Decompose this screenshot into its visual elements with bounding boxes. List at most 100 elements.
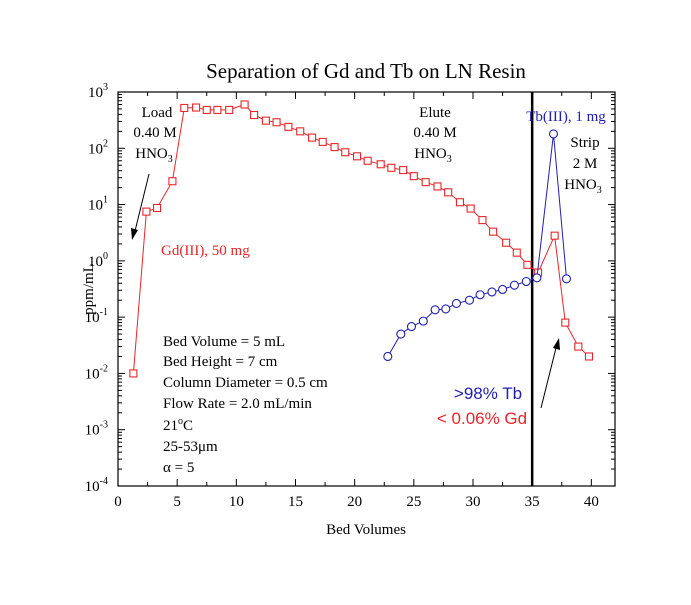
x-tick-label: 25: [406, 494, 421, 510]
y-tick-label: 101: [88, 195, 108, 214]
y-tick-label: 10-1: [85, 307, 108, 326]
tb-point: [509, 280, 519, 290]
tb-point: [532, 273, 542, 283]
gd-line: [132, 103, 590, 374]
load-arrow: [131, 173, 150, 240]
gd-point: [308, 133, 317, 142]
strip-acid: HNO3: [564, 177, 602, 196]
gd-point: [574, 342, 583, 351]
gd-point: [489, 227, 498, 236]
gd-point: [409, 172, 418, 181]
load-concentration: 0.40 M: [133, 125, 176, 141]
gd-point: [561, 318, 570, 327]
y-tick-label: 102: [88, 138, 108, 157]
x-tick-label: 15: [288, 494, 303, 510]
tb-point: [561, 274, 572, 284]
gd-point: [180, 103, 189, 113]
gd-point: [523, 260, 532, 269]
gd-point: [202, 105, 211, 114]
gd-point: [272, 118, 281, 127]
temperature-text: 21oC: [163, 416, 193, 434]
strip-label: Strip: [570, 135, 599, 151]
y-tick-label: 10-3: [85, 420, 108, 439]
elute-acid: HNO3: [414, 146, 452, 165]
load-label: Load: [142, 105, 173, 121]
gd-point: [153, 203, 162, 213]
tb-point: [487, 287, 497, 297]
gd-point: [142, 207, 151, 216]
x-tick-label: 0: [114, 494, 122, 510]
particle-size-text: 25-53μm: [163, 439, 218, 455]
tb-point: [406, 322, 417, 332]
gd-point: [330, 143, 339, 152]
gd-point: [387, 163, 396, 172]
gd-point: [284, 122, 293, 131]
tb-point: [464, 295, 475, 305]
tb-point: [548, 129, 559, 139]
gd-point: [478, 216, 487, 225]
gd-point: [296, 127, 305, 136]
conditions-block: Bed Volume = 5 mL Bed Height = 7 cm Colu…: [163, 334, 328, 476]
gd-point: [352, 152, 362, 161]
elute-concentration: 0.40 M: [413, 125, 456, 141]
x-tick-label: 40: [584, 494, 599, 510]
gd-point: [455, 198, 465, 207]
tb-point: [383, 351, 393, 362]
gd-point: [584, 352, 594, 361]
result-arrow: [540, 338, 560, 409]
strip-concentration: 2 M: [573, 156, 598, 172]
load-acid: HNO3: [135, 146, 173, 165]
tb-line: [387, 133, 567, 357]
x-axis-label: Bed Volumes: [326, 522, 406, 538]
gd-point: [192, 103, 201, 112]
result-tb-purity: >98% Tb: [454, 384, 522, 403]
y-tick-label: 103: [88, 82, 108, 101]
tb-point: [451, 298, 461, 309]
x-tick-label: 5: [173, 494, 181, 510]
y-tick-label: 10-4: [85, 476, 108, 495]
gd-point: [261, 116, 270, 125]
result-gd-impurity: < 0.06% Gd: [437, 409, 527, 428]
x-tick-label: 20: [347, 494, 362, 510]
gd-point: [399, 166, 408, 175]
gd-point: [433, 182, 442, 191]
bed-height-text: Bed Height = 7 cm: [163, 354, 278, 370]
gd-point: [225, 105, 234, 114]
y-tick-label: 10-2: [85, 363, 108, 382]
gd-point: [550, 231, 559, 240]
tb-point: [418, 316, 428, 326]
tb-point: [396, 329, 406, 339]
gd-point: [129, 369, 138, 378]
gd-point: [213, 105, 222, 114]
x-tick-label: 30: [466, 494, 481, 510]
alpha-text: α = 5: [163, 460, 194, 476]
elute-annotation: Elute 0.40 M HNO3: [413, 105, 456, 165]
flow-rate-text: Flow Rate = 2.0 mL/min: [163, 396, 312, 412]
plot-frame: [117, 91, 616, 487]
gd-point: [466, 204, 475, 213]
strip-annotation: Strip 2 M HNO3: [564, 135, 602, 196]
bed-volume-text: Bed Volume = 5 mL: [163, 334, 285, 350]
gd-point: [421, 178, 430, 187]
x-tick-label: 35: [525, 494, 540, 510]
load-annotation: Load 0.40 M HNO3: [133, 105, 176, 165]
tb-point: [498, 284, 508, 295]
chart-title: Separation of Gd and Tb on LN Resin: [206, 59, 526, 83]
gd-point: [240, 100, 249, 109]
y-tick-label: 100: [88, 251, 108, 270]
elute-label: Elute: [419, 105, 451, 121]
gd-point: [318, 137, 327, 146]
tb-point: [441, 304, 451, 314]
gd-series-label: Gd(III), 50 mg: [161, 243, 250, 259]
tb-point: [521, 276, 531, 287]
gd-point: [512, 248, 521, 257]
gd-point: [363, 156, 372, 165]
gd-point: [502, 238, 511, 247]
tb-series-label: Tb(III), 1 mg: [526, 109, 606, 125]
tb-point: [475, 290, 485, 300]
tb-series: [383, 129, 572, 362]
column-diameter-text: Column Diameter = 0.5 cm: [163, 375, 328, 391]
gd-point: [168, 177, 177, 186]
gd-point: [444, 188, 453, 197]
